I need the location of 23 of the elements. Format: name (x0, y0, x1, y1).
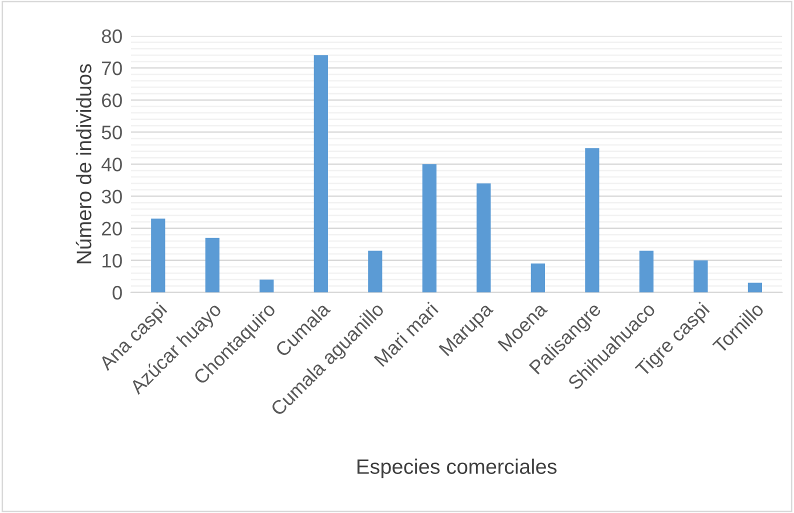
bar (694, 260, 708, 292)
bar (748, 282, 762, 292)
bar (639, 250, 654, 292)
y-tick-label: 50 (102, 126, 122, 140)
y-tick-label: 20 (102, 222, 122, 236)
y-tick-label: 80 (102, 29, 122, 44)
bar (585, 148, 600, 292)
y-axis-title: Número de individuos (76, 64, 92, 264)
y-tick-label: 30 (102, 190, 122, 204)
bar (530, 264, 545, 292)
bar (260, 280, 274, 292)
bar (314, 55, 328, 292)
y-tick-label: 40 (101, 158, 122, 172)
bar (151, 218, 166, 292)
y-tick-label: 10 (102, 254, 122, 268)
bar (205, 238, 220, 292)
x-axis-title: Especies comerciales (358, 458, 557, 478)
bar (422, 164, 436, 292)
bar (476, 183, 491, 292)
y-tick-label: 0 (112, 286, 122, 300)
y-tick-label: 70 (102, 61, 122, 76)
bar (368, 250, 382, 292)
y-tick-label: 60 (102, 94, 122, 108)
